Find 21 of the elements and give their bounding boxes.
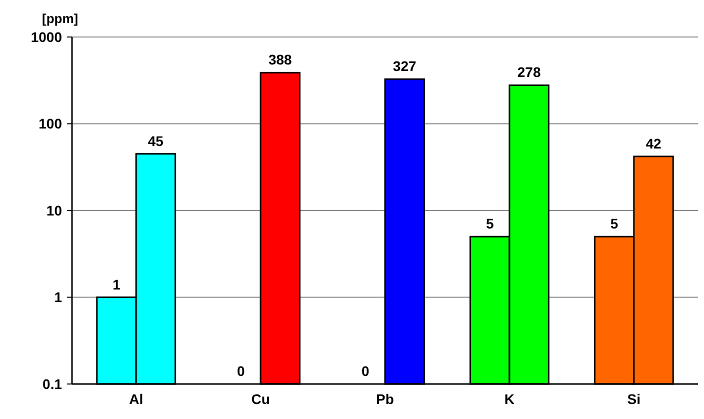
data-label: 5: [486, 216, 494, 232]
data-label: 42: [646, 135, 662, 152]
data-label: 327: [392, 58, 416, 74]
text: 0: [237, 363, 245, 379]
text: 0: [362, 363, 370, 379]
x-tick-label: Al: [129, 391, 144, 407]
y-tick-label: 1000: [30, 28, 62, 45]
y-tick-label: 0.1: [42, 376, 62, 392]
x-tick-label: Pb: [376, 391, 394, 407]
x-tick-label: Si: [627, 391, 641, 407]
y-tick-label: 100: [38, 116, 62, 132]
data-label: 278: [517, 64, 541, 80]
x-tick-label: Cu: [251, 391, 270, 407]
data-label: 45: [148, 132, 164, 149]
y-tick-label: 10: [46, 202, 62, 218]
data-label: 388: [268, 52, 292, 68]
x-tick-label: K: [504, 391, 515, 407]
y-tick-label: 1: [54, 289, 62, 306]
y-axis-title: [ppm]: [42, 11, 78, 26]
data-label: 5: [610, 216, 618, 232]
data-label: 1: [112, 276, 121, 292]
